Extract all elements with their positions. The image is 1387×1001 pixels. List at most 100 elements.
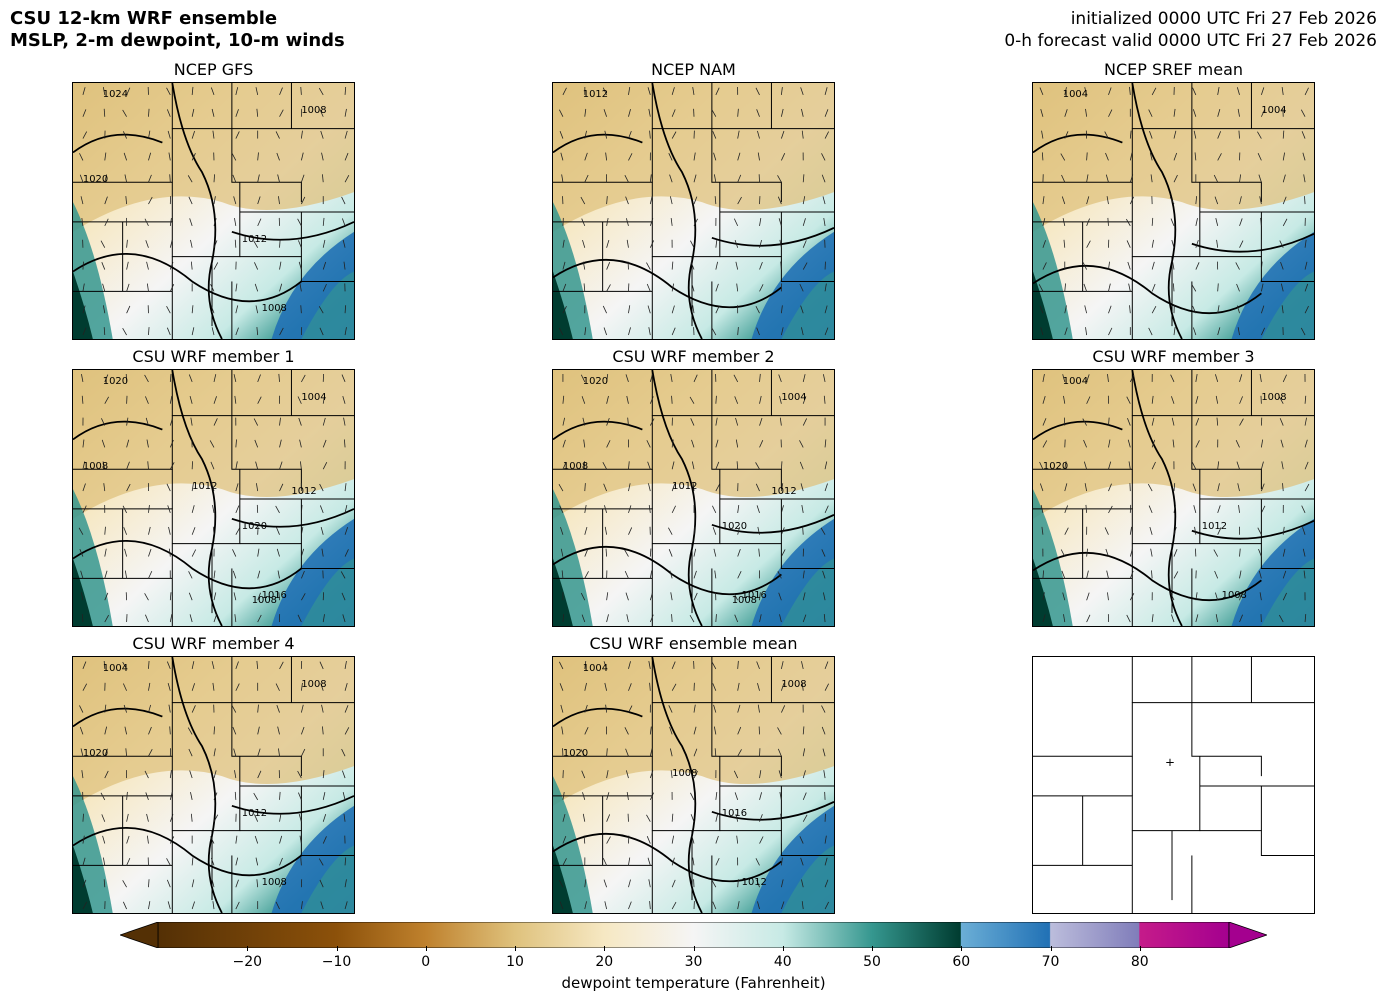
forecast-panel: CSU WRF member 1 1020 1004 1008 1020 1016 1012… (72, 347, 355, 627)
isobar-label: 1008 (563, 461, 588, 472)
isobar-label: 1012 (583, 89, 608, 100)
wind-barbs (79, 86, 350, 336)
isobars (553, 370, 834, 626)
title-line-2: MSLP, 2-m dewpoint, 10-m winds (10, 30, 345, 51)
moist-air-core (301, 558, 354, 626)
colorbar (118, 921, 1269, 949)
wind-barbs (559, 660, 829, 910)
isobar-label: 1020 (722, 521, 747, 532)
map-area: 1004 1008 1020 1012 1008 (1032, 369, 1315, 627)
locator-map-panel: + (1032, 656, 1315, 914)
wind-barbs (79, 660, 350, 910)
dry-air-region (553, 370, 834, 519)
isobar-label: 1004 (1063, 89, 1088, 100)
colorbar-tick-label: 30 (684, 954, 703, 970)
isobar-label: 1012 (1202, 521, 1227, 532)
panel-title: CSU WRF member 4 (132, 634, 295, 653)
forecast-panel: CSU WRF member 4 1004 1008 1020 1012 1008 (72, 634, 355, 914)
moist-air-core (301, 271, 354, 339)
colorbar-tick-label: 20 (595, 954, 614, 970)
colorbar-extend-min (118, 921, 159, 949)
dry-air-region (73, 657, 354, 806)
coastal-region (553, 558, 573, 626)
isobar-label: 1012 (291, 486, 316, 497)
init-time: initialized 0000 UTC Fri 27 Feb 2026 (1070, 9, 1377, 29)
isobar-label: 1008 (301, 679, 326, 690)
colorbar-extend-max (1228, 921, 1269, 949)
colorbar-tick-label: 0 (421, 954, 431, 970)
title-line-1: CSU 12-km WRF ensemble (10, 8, 278, 29)
panel-title: NCEP GFS (173, 60, 254, 79)
coastal-region (73, 845, 93, 913)
map-area: 1012 (552, 82, 835, 340)
colorbar-tick (247, 946, 249, 951)
isobar-label: 1008 (672, 768, 697, 779)
isobar-label: 1008 (301, 105, 326, 116)
map-area: + (1032, 656, 1315, 914)
forecast-panel: CSU WRF ensemble mean 1004 1008 1020 1016 101… (552, 634, 835, 914)
isobar-label: 1008 (262, 877, 287, 888)
colorbar-tick-label: −10 (321, 954, 352, 970)
colorbar-tick-label: 10 (506, 954, 524, 970)
colorbar-tick-label: 60 (952, 954, 971, 970)
colorbar-tick-label: 50 (863, 954, 881, 970)
isobar-label: 1012 (742, 877, 767, 888)
colorbar-tick-label: 70 (1041, 954, 1060, 970)
isobar-label: 1012 (242, 234, 267, 245)
moist-air-core (781, 558, 834, 626)
forecast-panel: NCEP GFS 1024 1008 1020 1012 1008 (72, 60, 355, 340)
panel-title: CSU WRF member 1 (132, 347, 295, 366)
forecast-panel: CSU WRF member 2 1020 1004 1008 1020 1016 1012… (552, 347, 835, 627)
coastal-region (1033, 558, 1053, 626)
panel-title: CSU WRF ensemble mean (589, 634, 798, 653)
isobar-label: 1020 (83, 174, 108, 185)
isobar-label: 1012 (771, 486, 796, 497)
isobar-label: 1008 (262, 303, 287, 314)
isobars (1033, 83, 1314, 339)
forecast-panel: NCEP NAM 1012 (552, 60, 835, 340)
isobars (553, 657, 834, 913)
isobar-label: 1020 (583, 376, 608, 387)
isobar-label: 1008 (252, 595, 277, 606)
coastal-region (1033, 271, 1053, 339)
isobar-label: 1012 (192, 481, 217, 492)
moist-air-core (1261, 558, 1314, 626)
moist-air-core (301, 845, 354, 913)
isobar-label: 1008 (1261, 392, 1286, 403)
isobar-label: 1012 (672, 481, 697, 492)
coastal-region (73, 271, 93, 339)
isobar-label: 1020 (563, 748, 588, 759)
wind-barbs (1038, 86, 1309, 336)
colorbar-tick-label: −20 (232, 954, 263, 970)
panel-title: CSU WRF member 3 (1092, 347, 1255, 366)
isobar-label: 1020 (1043, 461, 1068, 472)
isobar-label: 1004 (103, 663, 128, 674)
map-area: 1004 1008 1020 1016 1012 1008 (552, 656, 835, 914)
colorbar-tick (604, 946, 606, 951)
map-area: 1020 1004 1008 1020 1016 1012 1012 1008 (72, 369, 355, 627)
colorbar-tick (693, 946, 695, 951)
map-area: 1004 1008 1020 1012 1008 (72, 656, 355, 914)
forecast-panel: CSU WRF member 3 1004 1008 1020 1012 1008 (1032, 347, 1315, 627)
dry-air-region (553, 83, 834, 232)
colorbar-tick (961, 946, 963, 951)
map-area: 1024 1008 1020 1012 1008 (72, 82, 355, 340)
forecast-panel: NCEP SREF mean 1004 1004 (1032, 60, 1315, 340)
state-borders (553, 657, 834, 913)
isobar-label: 1008 (83, 461, 108, 472)
coastal-region (553, 271, 573, 339)
panel-title: CSU WRF member 2 (612, 347, 775, 366)
colorbar-fill (157, 921, 1230, 949)
colorbar-tick (515, 946, 516, 951)
colorbar-tick-label: 40 (773, 954, 792, 970)
panel-title: NCEP NAM (651, 60, 736, 79)
colorbar-tick (336, 946, 338, 951)
dry-air-region (73, 370, 354, 519)
isobars (73, 657, 354, 913)
isobars (1033, 370, 1314, 626)
isobar-label: 1020 (242, 521, 267, 532)
plus-icon: + (1165, 755, 1175, 769)
isobar-label: 1004 (1063, 376, 1088, 387)
isobar-label: 1008 (1222, 590, 1247, 601)
dry-air-region (553, 657, 834, 806)
